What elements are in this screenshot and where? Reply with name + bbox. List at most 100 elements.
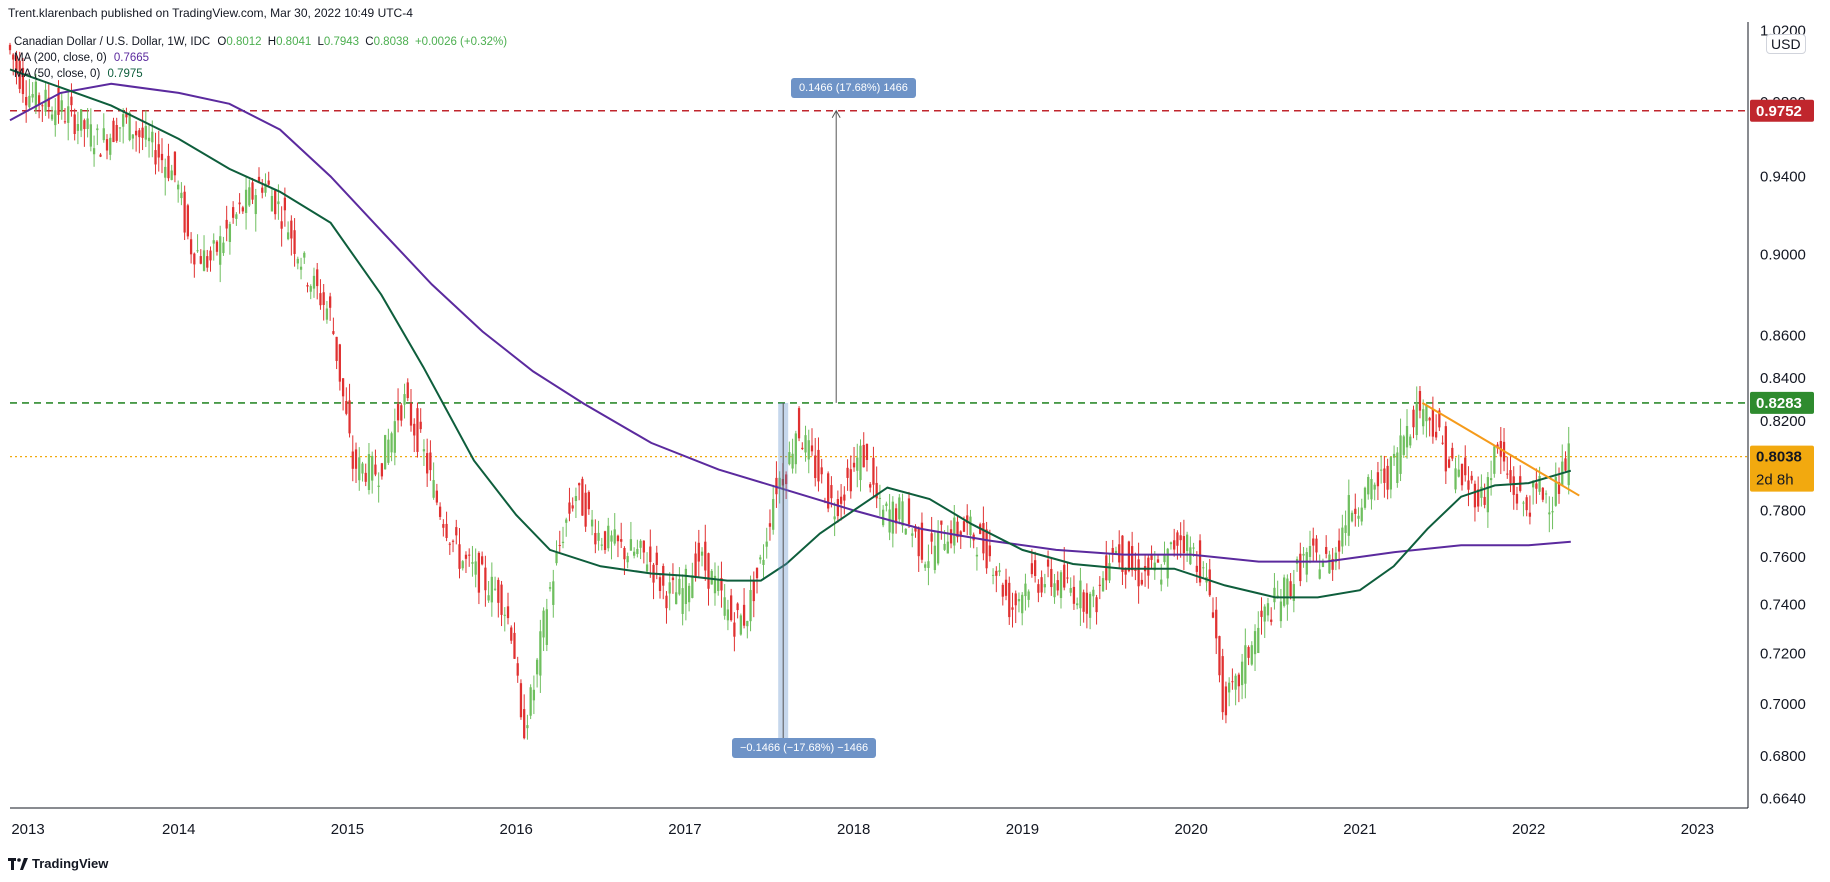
candle-body: [1454, 468, 1457, 490]
time-tick-label: 2018: [837, 821, 870, 838]
moving-averages: [9, 68, 1572, 599]
candle-body: [1441, 442, 1444, 444]
candle-body: [849, 469, 852, 492]
candle-body: [316, 269, 319, 287]
candle-body: [959, 531, 962, 537]
support-label-text: 0.8283: [1756, 395, 1802, 412]
candle-body: [448, 543, 451, 545]
candle-body: [54, 110, 57, 126]
candle-body: [1551, 511, 1554, 513]
candle-body: [222, 242, 225, 254]
candle-body: [914, 526, 917, 532]
candle-body: [681, 588, 684, 614]
candle-body: [393, 421, 396, 453]
candle-body: [1373, 484, 1376, 490]
chart-legend: Canadian Dollar / U.S. Dollar, 1W, IDC O…: [14, 34, 507, 82]
candle-body: [1072, 586, 1076, 604]
candle-body: [134, 130, 138, 136]
footer-brand[interactable]: TradingView: [8, 856, 108, 871]
legend-ma50-row[interactable]: MA (50, close, 0) 0.7975: [14, 66, 507, 82]
candle-body: [1095, 597, 1098, 613]
candle-body: [1357, 515, 1360, 519]
candle-body: [911, 533, 914, 536]
price-tick-label: 0.6800: [1760, 748, 1806, 765]
candle-body: [1153, 562, 1156, 571]
candle-body: [18, 60, 21, 89]
legend-symbol[interactable]: Canadian Dollar / U.S. Dollar, 1W, IDC: [14, 36, 211, 48]
candle-body: [102, 128, 105, 141]
candle-body: [60, 100, 63, 112]
candle-body: [267, 180, 270, 185]
candle-body: [687, 585, 691, 603]
candle-body: [1240, 661, 1244, 686]
candle-body: [400, 405, 403, 421]
price-tick-label: 0.8600: [1760, 328, 1806, 345]
legend-ma200-row[interactable]: MA (200, close, 0) 0.7665: [14, 50, 507, 66]
candle-body: [361, 463, 364, 474]
candle-body: [1237, 674, 1240, 687]
candle-body: [345, 400, 348, 414]
candle-body: [555, 552, 558, 564]
candle-body: [325, 308, 329, 320]
candle-body: [1056, 580, 1059, 591]
candle-body: [50, 114, 54, 120]
candle-body: [471, 562, 474, 564]
candle-body: [1169, 542, 1173, 545]
price-chart[interactable]: 1.02000.98000.94000.90000.86000.84000.82…: [0, 22, 1830, 852]
horizontal-levels: [10, 109, 1748, 458]
price-tick-label: 0.7400: [1760, 597, 1806, 614]
candle-body: [164, 166, 167, 178]
candle-body: [581, 478, 584, 516]
candle-body: [371, 455, 374, 481]
candle-body: [1001, 584, 1004, 597]
candle-body: [1286, 578, 1289, 605]
candle-body: [565, 519, 568, 523]
candle-body: [497, 579, 500, 603]
candle-body: [1331, 558, 1334, 570]
measure-down-label[interactable]: −0.1466 (−17.68%) −1466: [732, 738, 877, 758]
candle-body: [1460, 463, 1464, 486]
candle-body: [594, 533, 597, 545]
candle-body: [1250, 645, 1253, 665]
candle-body: [1347, 495, 1350, 536]
candle-body: [539, 631, 542, 676]
candle-body: [872, 457, 875, 485]
currency-badge[interactable]: USD: [1766, 34, 1806, 54]
publisher-header: Trent.klarenbach published on TradingVie…: [8, 6, 413, 20]
candle-body: [1279, 601, 1283, 622]
candle-body: [510, 627, 513, 641]
measure-up-label[interactable]: 0.1466 (17.68%) 1466: [791, 78, 916, 98]
legend-high-value: 0.8041: [276, 36, 312, 48]
candle-body: [419, 421, 422, 430]
candle-body: [969, 516, 972, 536]
candle-body: [380, 463, 384, 477]
candle-body: [639, 540, 642, 548]
candle-body: [1525, 497, 1528, 511]
candle-body: [99, 154, 102, 157]
candle-body: [1231, 681, 1234, 683]
candle-body: [1173, 540, 1176, 550]
candle-body: [1179, 535, 1182, 541]
candle-body: [1050, 568, 1053, 588]
candle-body: [820, 467, 823, 475]
legend-ma50-value: 0.7975: [107, 68, 143, 80]
candle-body: [238, 202, 241, 205]
candle-body: [684, 568, 688, 605]
candle-body: [89, 124, 92, 147]
candle-body: [41, 105, 44, 107]
candle-body: [671, 577, 675, 581]
candle-body: [568, 502, 571, 514]
candle-body: [1564, 458, 1567, 471]
candle-body: [251, 182, 254, 200]
candle-body: [1283, 577, 1286, 606]
candle-body: [1544, 493, 1548, 495]
candle-body: [1509, 470, 1512, 484]
candle-body: [765, 541, 768, 547]
candle-body: [67, 106, 70, 123]
candle-body: [1127, 541, 1131, 572]
candle-body: [998, 570, 1001, 573]
candle-body: [1244, 645, 1247, 684]
candle-body: [943, 543, 946, 550]
candle-body: [1337, 540, 1341, 552]
candle-body: [904, 528, 907, 535]
